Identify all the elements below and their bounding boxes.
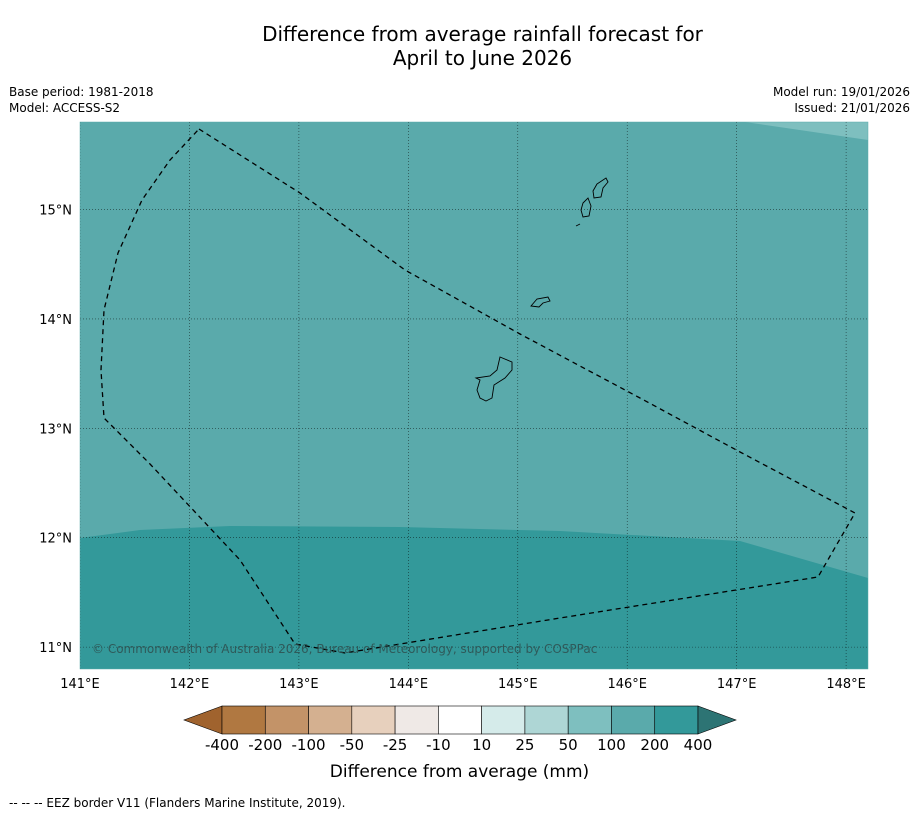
lon-tick-label: 144°E [389,677,429,692]
model-name: Model: ACCESS-S2 [9,101,121,115]
gridlines [80,122,868,669]
band-200-400 [80,526,868,669]
aguijan-island [575,223,581,227]
latitude-labels: 15°N 14°N 13°N 12°N 11°N [39,204,72,657]
title-line-2: April to June 2026 [392,46,573,70]
colorbar-extend-high [697,705,737,735]
issued-date: Issued: 21/01/2026 [794,101,910,115]
colorbar-tick-label: 200 [640,736,670,754]
lat-tick-label: 13°N [39,422,72,437]
colorbar-swatch [394,705,439,735]
map-title: Difference from average rainfall forecas… [0,22,919,70]
colorbar [183,705,737,735]
meta-right: Model run: 19/01/2026 Issued: 21/01/2026 [773,84,910,116]
colorbar-swatch [481,705,526,735]
colorbar-swatch [654,705,699,735]
colorbar-swatch [308,705,353,735]
title-line-1: Difference from average rainfall forecas… [262,22,703,46]
colorbar-swatch [221,705,266,735]
eez-border [100,128,856,654]
colorbar-tick-label: 25 [515,736,535,754]
lon-tick-label: 143°E [279,677,319,692]
lon-tick-label: 141°E [60,677,100,692]
lon-tick-label: 148°E [826,677,866,692]
colorbar-swatch [611,705,656,735]
lon-tick-label: 147°E [717,677,757,692]
colorbar-swatch [264,705,309,735]
lat-tick-label: 11°N [39,641,72,656]
colorbar-tick-label: 10 [472,736,492,754]
longitude-labels: 141°E 142°E 143°E 144°E 145°E 146°E 147°E 148°E [60,677,866,692]
copyright-notice: © Commonwealth of Australia 2026, Bureau… [92,642,597,656]
colorbar-tick-label: 100 [597,736,626,754]
lon-tick-label: 145°E [498,677,538,692]
colorbar-swatch [351,705,396,735]
lat-tick-label: 12°N [39,532,72,547]
colorbar-extend-low [183,705,223,735]
colorbar-tick-label: -200 [248,736,283,754]
colorbar-tick-label: -25 [382,736,408,754]
colorbar-tick-label: -50 [339,736,365,754]
colorbar-title: Difference from average (mm) [329,762,590,782]
colorbar-tick-label: 50 [558,736,578,754]
colorbar-swatch [567,705,612,735]
colorbar-tick-label: -10 [426,736,451,754]
band-50-100 [745,122,868,140]
base-period: Base period: 1981-2018 [9,85,154,99]
eez-footnote: -- -- -- EEZ border V11 (Flanders Marine… [9,796,346,810]
guam-island [474,356,513,402]
map-frame [79,121,869,670]
lat-tick-label: 15°N [39,204,72,219]
model-run: Model run: 19/01/2026 [772,85,910,99]
colorbar-tick-label: 400 [683,736,713,754]
colorbar-swatch [438,705,482,735]
lat-tick-label: 14°N [39,313,72,328]
tinian-island [580,197,592,218]
lon-tick-label: 146°E [607,677,647,692]
rota-island [530,296,551,308]
colorbar-tick-label: -100 [291,736,326,754]
saipan-island [592,177,609,199]
lon-tick-label: 142°E [170,677,210,692]
colorbar-tick-label: -400 [204,736,240,754]
colorbar-swatch [524,705,569,735]
meta-left: Base period: 1981-2018 Model: ACCESS-S2 [9,84,154,116]
